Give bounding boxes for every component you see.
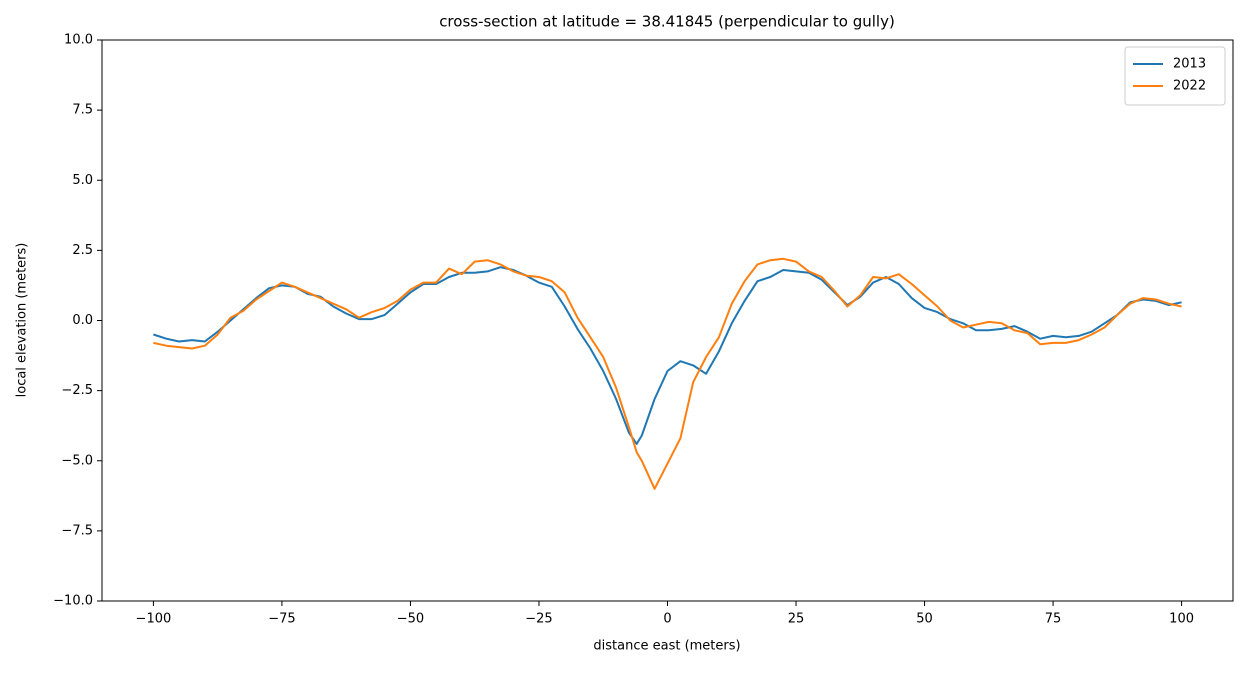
y-tick-label: 0.0	[72, 313, 93, 328]
x-tick-label: 100	[1169, 612, 1194, 627]
x-tick-label: 50	[916, 612, 933, 627]
x-tick-label: −100	[136, 612, 172, 627]
legend-label: 2022	[1173, 79, 1206, 94]
data-line	[153, 266, 1182, 445]
y-tick-label: −5.0	[61, 453, 93, 468]
x-tick-label: 0	[663, 612, 671, 627]
legend-label: 2013	[1173, 57, 1206, 72]
y-tick-label: 2.5	[72, 243, 93, 258]
data-line	[153, 257, 1182, 490]
y-tick-label: −2.5	[61, 383, 93, 398]
y-tick-label: −10.0	[53, 594, 93, 609]
y-tick-label: 10.0	[64, 33, 93, 48]
y-axis-label: local elevation (meters)	[15, 243, 30, 398]
x-tick-label: −50	[397, 612, 424, 627]
x-tick-label: −25	[525, 612, 552, 627]
y-tick-label: 5.0	[72, 173, 93, 188]
y-tick-label: 7.5	[72, 103, 93, 118]
legend-box	[1124, 46, 1226, 106]
x-tick-label: −75	[268, 612, 295, 627]
plot-frame	[101, 39, 1234, 602]
chart-title: cross-section at latitude = 38.41845 (pe…	[439, 13, 895, 31]
y-tick-label: −7.5	[61, 523, 93, 538]
x-axis-label: distance east (meters)	[593, 639, 740, 654]
x-tick-label: 25	[788, 612, 805, 627]
x-tick-label: 75	[1045, 612, 1062, 627]
